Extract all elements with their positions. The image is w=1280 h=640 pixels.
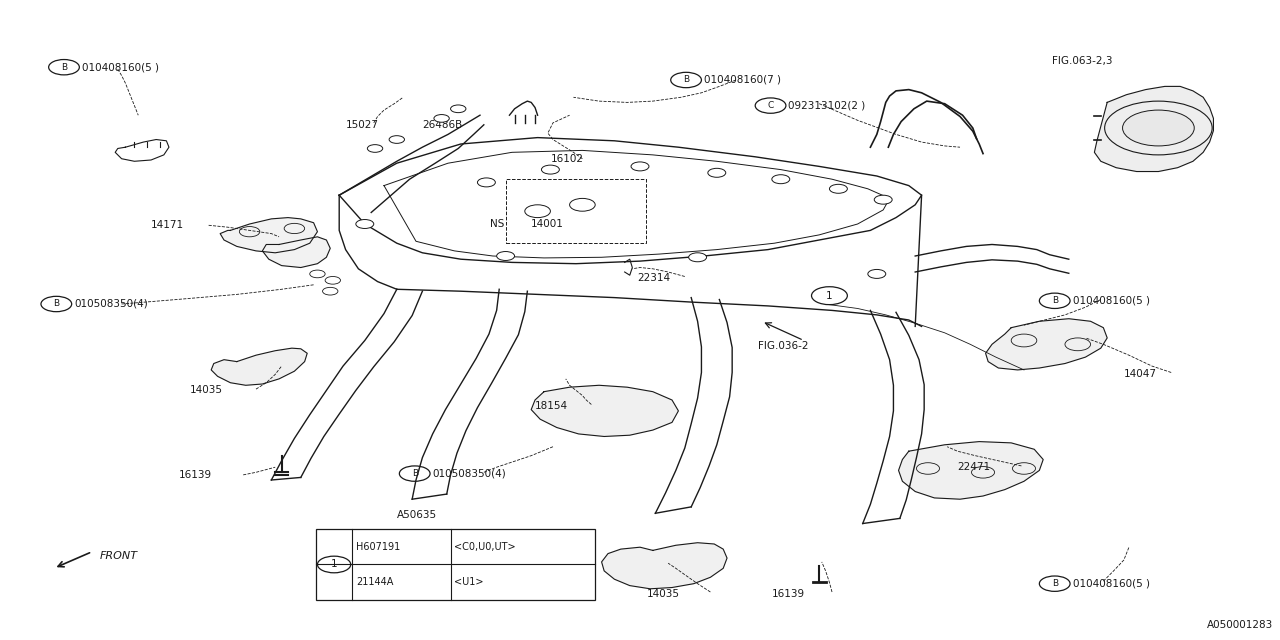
Circle shape (389, 136, 404, 143)
Text: 16139: 16139 (772, 589, 805, 599)
Circle shape (434, 115, 449, 122)
Bar (506, 179, 646, 243)
Circle shape (323, 287, 338, 295)
Text: 14171: 14171 (151, 220, 184, 230)
Text: 14035: 14035 (189, 385, 223, 396)
Text: B: B (54, 300, 59, 308)
Polygon shape (899, 442, 1043, 499)
Text: <U1>: <U1> (454, 577, 484, 588)
Polygon shape (1094, 86, 1213, 172)
Text: 010508350(4): 010508350(4) (74, 299, 148, 309)
Circle shape (631, 162, 649, 171)
Text: 010408160(7 ): 010408160(7 ) (704, 75, 781, 85)
Text: FRONT: FRONT (100, 550, 138, 561)
Circle shape (868, 269, 886, 278)
Text: 26486B: 26486B (422, 120, 462, 130)
Text: B: B (684, 76, 689, 84)
Text: 14035: 14035 (646, 589, 680, 599)
Polygon shape (211, 348, 307, 385)
Circle shape (1123, 110, 1194, 146)
Text: 1: 1 (330, 559, 338, 570)
Text: B: B (61, 63, 67, 72)
Text: 16139: 16139 (179, 470, 212, 480)
Circle shape (367, 145, 383, 152)
Text: B: B (1052, 296, 1057, 305)
Circle shape (477, 178, 495, 187)
Text: 22314: 22314 (637, 273, 671, 284)
Text: FIG.063-2,3: FIG.063-2,3 (1052, 56, 1112, 66)
Polygon shape (220, 218, 317, 253)
Text: 21144A: 21144A (356, 577, 393, 588)
Circle shape (874, 195, 892, 204)
Circle shape (829, 184, 847, 193)
Text: A050001283: A050001283 (1207, 620, 1274, 630)
Circle shape (541, 165, 559, 174)
Text: 14047: 14047 (1124, 369, 1157, 380)
Text: 010408160(5 ): 010408160(5 ) (1073, 296, 1149, 306)
Circle shape (310, 270, 325, 278)
Text: 15027: 15027 (346, 120, 379, 130)
Text: 010508350(4): 010508350(4) (433, 468, 507, 479)
Text: 18154: 18154 (535, 401, 568, 412)
Text: B: B (412, 469, 417, 478)
Circle shape (772, 175, 790, 184)
Text: 22471: 22471 (957, 462, 991, 472)
Polygon shape (986, 319, 1107, 370)
Circle shape (497, 252, 515, 260)
Text: 010408160(5 ): 010408160(5 ) (82, 62, 159, 72)
Bar (316, 529, 595, 600)
Text: 1: 1 (826, 291, 833, 301)
Text: 14001: 14001 (531, 219, 564, 229)
Circle shape (325, 276, 340, 284)
Text: A50635: A50635 (397, 510, 436, 520)
Text: B: B (1052, 579, 1057, 588)
Circle shape (689, 253, 707, 262)
Text: H607191: H607191 (356, 541, 401, 552)
Text: C: C (768, 101, 773, 110)
Text: NS: NS (490, 219, 504, 229)
Text: 092313102(2 ): 092313102(2 ) (788, 100, 865, 111)
Text: 16102: 16102 (550, 154, 584, 164)
Text: 010408160(5 ): 010408160(5 ) (1073, 579, 1149, 589)
Polygon shape (602, 543, 727, 589)
Circle shape (356, 220, 374, 228)
Circle shape (708, 168, 726, 177)
Polygon shape (262, 237, 330, 268)
Polygon shape (531, 385, 678, 436)
Text: <C0,U0,UT>: <C0,U0,UT> (454, 541, 516, 552)
Text: FIG.036-2: FIG.036-2 (758, 340, 808, 351)
Circle shape (451, 105, 466, 113)
